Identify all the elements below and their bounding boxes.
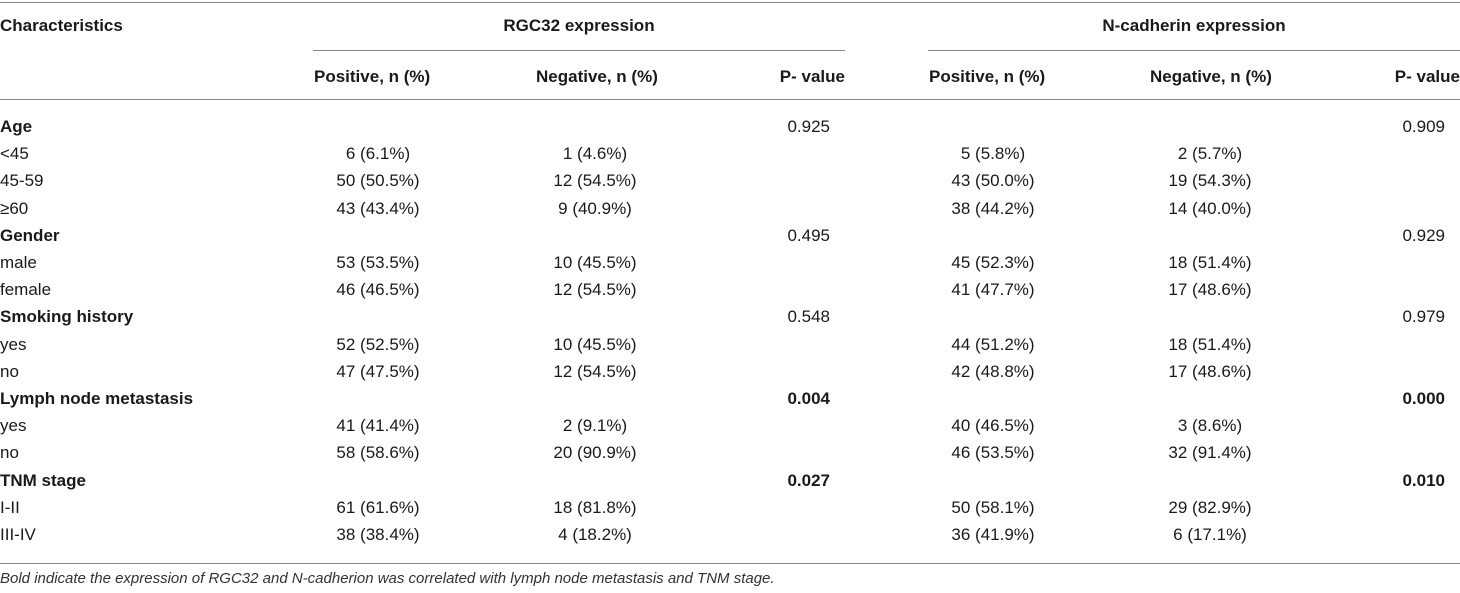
row-label: I-II bbox=[0, 498, 20, 517]
top-rule bbox=[0, 2, 1460, 3]
ncadherin-pvalue-cell: 0.010 bbox=[1402, 471, 1445, 490]
row-label: 45-59 bbox=[0, 171, 44, 190]
row-label: <45 bbox=[0, 144, 29, 163]
ncadherin-negative-cell: 19 (54.3%) bbox=[1168, 171, 1252, 190]
ncadherin-negative-cell: 14 (40.0%) bbox=[1168, 199, 1252, 218]
row-label: Age bbox=[0, 117, 33, 136]
rgc32-negative-cell: 9 (40.9%) bbox=[558, 199, 632, 218]
rgc32-pvalue-cell: 0.027 bbox=[787, 471, 830, 490]
rgc32-positive-cell: 38 (38.4%) bbox=[336, 525, 420, 544]
ncadherin-positive-cell: 43 (50.0%) bbox=[951, 171, 1035, 190]
header-rgc32-pvalue: P- value bbox=[779, 67, 845, 86]
row-label: Gender bbox=[0, 226, 60, 245]
ncadherin-positive-cell: 45 (52.3%) bbox=[951, 253, 1035, 272]
row-label: Lymph node metastasis bbox=[0, 389, 194, 408]
ncadherin-group-rule bbox=[928, 50, 1460, 51]
rgc32-pvalue-cell: 0.925 bbox=[787, 117, 830, 136]
row-label: TNM stage bbox=[0, 471, 86, 490]
row-label: III-IV bbox=[0, 525, 36, 544]
rgc32-positive-cell: 52 (52.5%) bbox=[336, 335, 420, 354]
ncadherin-negative-cell: 2 (5.7%) bbox=[1177, 144, 1243, 163]
ncadherin-positive-cell: 50 (58.1%) bbox=[951, 498, 1035, 517]
header-ncadherin-positive: Positive, n (%) bbox=[929, 67, 1046, 86]
row-label: yes bbox=[0, 416, 27, 435]
header-ncadherin-group: N-cadherin expression bbox=[1102, 16, 1286, 35]
ncadherin-negative-cell: 29 (82.9%) bbox=[1168, 498, 1252, 517]
header-characteristics: Characteristics bbox=[0, 16, 123, 35]
rgc32-negative-cell: 12 (54.5%) bbox=[553, 171, 637, 190]
rgc32-group-rule bbox=[313, 50, 845, 51]
ncadherin-pvalue-cell: 0.979 bbox=[1402, 307, 1445, 326]
rgc32-positive-cell: 47 (47.5%) bbox=[336, 362, 420, 381]
header-ncadherin-pvalue: P- value bbox=[1394, 67, 1460, 86]
rgc32-negative-cell: 18 (81.8%) bbox=[553, 498, 637, 517]
row-label: female bbox=[0, 280, 52, 299]
rgc32-pvalue-cell: 0.548 bbox=[787, 307, 830, 326]
rgc32-negative-cell: 4 (18.2%) bbox=[558, 525, 632, 544]
ncadherin-positive-cell: 41 (47.7%) bbox=[951, 280, 1035, 299]
rgc32-positive-cell: 58 (58.6%) bbox=[336, 443, 420, 462]
ncadherin-negative-cell: 18 (51.4%) bbox=[1168, 253, 1252, 272]
row-label: Smoking history bbox=[0, 307, 134, 326]
rgc32-pvalue-cell: 0.495 bbox=[787, 226, 830, 245]
row-label: no bbox=[0, 443, 19, 462]
ncadherin-positive-cell: 40 (46.5%) bbox=[951, 416, 1035, 435]
ncadherin-positive-cell: 42 (48.8%) bbox=[951, 362, 1035, 381]
header-rgc32-positive: Positive, n (%) bbox=[314, 67, 431, 86]
rgc32-negative-cell: 10 (45.5%) bbox=[553, 335, 637, 354]
ncadherin-positive-cell: 46 (53.5%) bbox=[951, 443, 1035, 462]
ncadherin-negative-cell: 17 (48.6%) bbox=[1168, 280, 1252, 299]
rgc32-positive-cell: 43 (43.4%) bbox=[336, 199, 420, 218]
rgc32-positive-cell: 61 (61.6%) bbox=[336, 498, 420, 517]
row-label: no bbox=[0, 362, 19, 381]
ncadherin-negative-cell: 32 (91.4%) bbox=[1168, 443, 1252, 462]
ncadherin-positive-cell: 36 (41.9%) bbox=[951, 525, 1035, 544]
row-label: ≥60 bbox=[0, 199, 29, 218]
ncadherin-negative-cell: 3 (8.6%) bbox=[1177, 416, 1243, 435]
ncadherin-negative-cell: 6 (17.1%) bbox=[1173, 525, 1247, 544]
rgc32-positive-cell: 46 (46.5%) bbox=[336, 280, 420, 299]
bottom-rule bbox=[0, 563, 1460, 564]
rgc32-negative-cell: 12 (54.5%) bbox=[553, 280, 637, 299]
rgc32-negative-cell: 12 (54.5%) bbox=[553, 362, 637, 381]
header-rgc32-group: RGC32 expression bbox=[503, 16, 655, 35]
ncadherin-pvalue-cell: 0.909 bbox=[1402, 117, 1445, 136]
row-label: male bbox=[0, 253, 37, 272]
rgc32-positive-cell: 50 (50.5%) bbox=[336, 171, 420, 190]
header-ncadherin-negative: Negative, n (%) bbox=[1150, 67, 1272, 86]
ncadherin-negative-cell: 18 (51.4%) bbox=[1168, 335, 1252, 354]
table-footnote: Bold indicate the expression of RGC32 an… bbox=[0, 570, 775, 587]
ncadherin-pvalue-cell: 0.929 bbox=[1402, 226, 1445, 245]
header-rgc32-negative: Negative, n (%) bbox=[536, 67, 658, 86]
rgc32-positive-cell: 41 (41.4%) bbox=[336, 416, 420, 435]
rgc32-positive-cell: 53 (53.5%) bbox=[336, 253, 420, 272]
ncadherin-negative-cell: 17 (48.6%) bbox=[1168, 362, 1252, 381]
rgc32-negative-cell: 1 (4.6%) bbox=[562, 144, 628, 163]
rgc32-negative-cell: 10 (45.5%) bbox=[553, 253, 637, 272]
ncadherin-positive-cell: 44 (51.2%) bbox=[951, 335, 1035, 354]
rgc32-negative-cell: 20 (90.9%) bbox=[553, 443, 637, 462]
ncadherin-pvalue-cell: 0.000 bbox=[1402, 389, 1445, 408]
ncadherin-positive-cell: 38 (44.2%) bbox=[951, 199, 1035, 218]
header-rule bbox=[0, 99, 1460, 100]
ncadherin-positive-cell: 5 (5.8%) bbox=[960, 144, 1026, 163]
rgc32-positive-cell: 6 (6.1%) bbox=[345, 144, 411, 163]
rgc32-pvalue-cell: 0.004 bbox=[787, 389, 830, 408]
rgc32-negative-cell: 2 (9.1%) bbox=[562, 416, 628, 435]
row-label: yes bbox=[0, 335, 27, 354]
